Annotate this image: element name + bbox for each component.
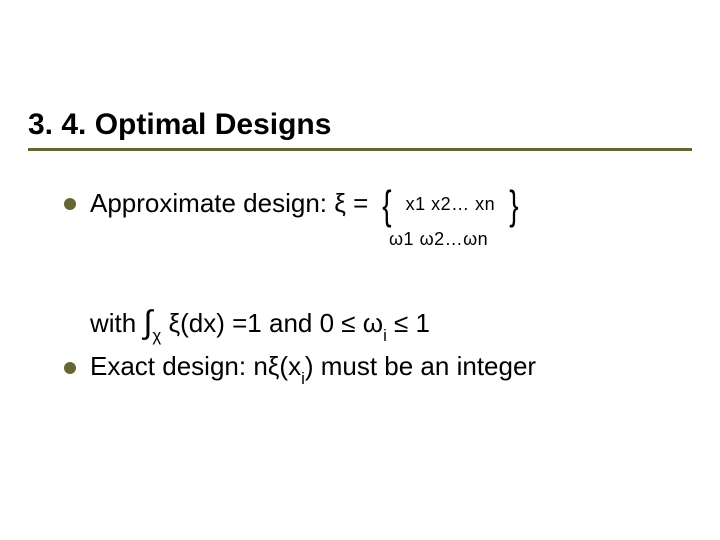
exact-design-text: Exact design: nξ(xi) must be an integer	[90, 349, 536, 388]
approx-bottom-row-wrap: ω1 ω2…ωn	[389, 229, 680, 250]
integral-sub-chi: χ	[152, 326, 161, 345]
with-pre: with	[90, 308, 143, 338]
with-mid: ξ(dx) =1 and 0 ≤ ω	[161, 308, 383, 338]
approx-top-row: x1 x2… xn	[406, 192, 496, 216]
left-brace-icon: {	[382, 178, 391, 233]
approx-label: Approximate design: ξ =	[90, 186, 368, 221]
exact-post: ) must be an integer	[305, 351, 536, 381]
block-with-and-exact: with ∫χ ξ(dx) =1 and 0 ≤ ωi ≤ 1 Exact de…	[64, 300, 680, 388]
with-condition-line: with ∫χ ξ(dx) =1 and 0 ≤ ωi ≤ 1	[90, 300, 680, 345]
x-sub-i: i	[301, 369, 305, 388]
omega-sub-i: i	[383, 326, 387, 345]
exact-pre: Exact design: nξ(x	[90, 351, 301, 381]
bullet-icon	[64, 198, 76, 210]
bullet-icon	[64, 362, 76, 374]
bullet-exact-design: Exact design: nξ(xi) must be an integer	[64, 349, 680, 388]
with-post: ≤ 1	[387, 308, 430, 338]
approx-bottom-row: ω1 ω2…ωn	[389, 229, 488, 250]
body-content: Approximate design: ξ = { x1 x2… xn } ω1…	[64, 185, 680, 388]
title-block: 3. 4. Optimal Designs	[28, 108, 692, 151]
slide-title: 3. 4. Optimal Designs	[28, 108, 692, 142]
bullet-approximate-design: Approximate design: ξ = { x1 x2… xn }	[64, 185, 680, 223]
title-underline	[28, 148, 692, 151]
right-brace-icon: }	[509, 178, 518, 233]
